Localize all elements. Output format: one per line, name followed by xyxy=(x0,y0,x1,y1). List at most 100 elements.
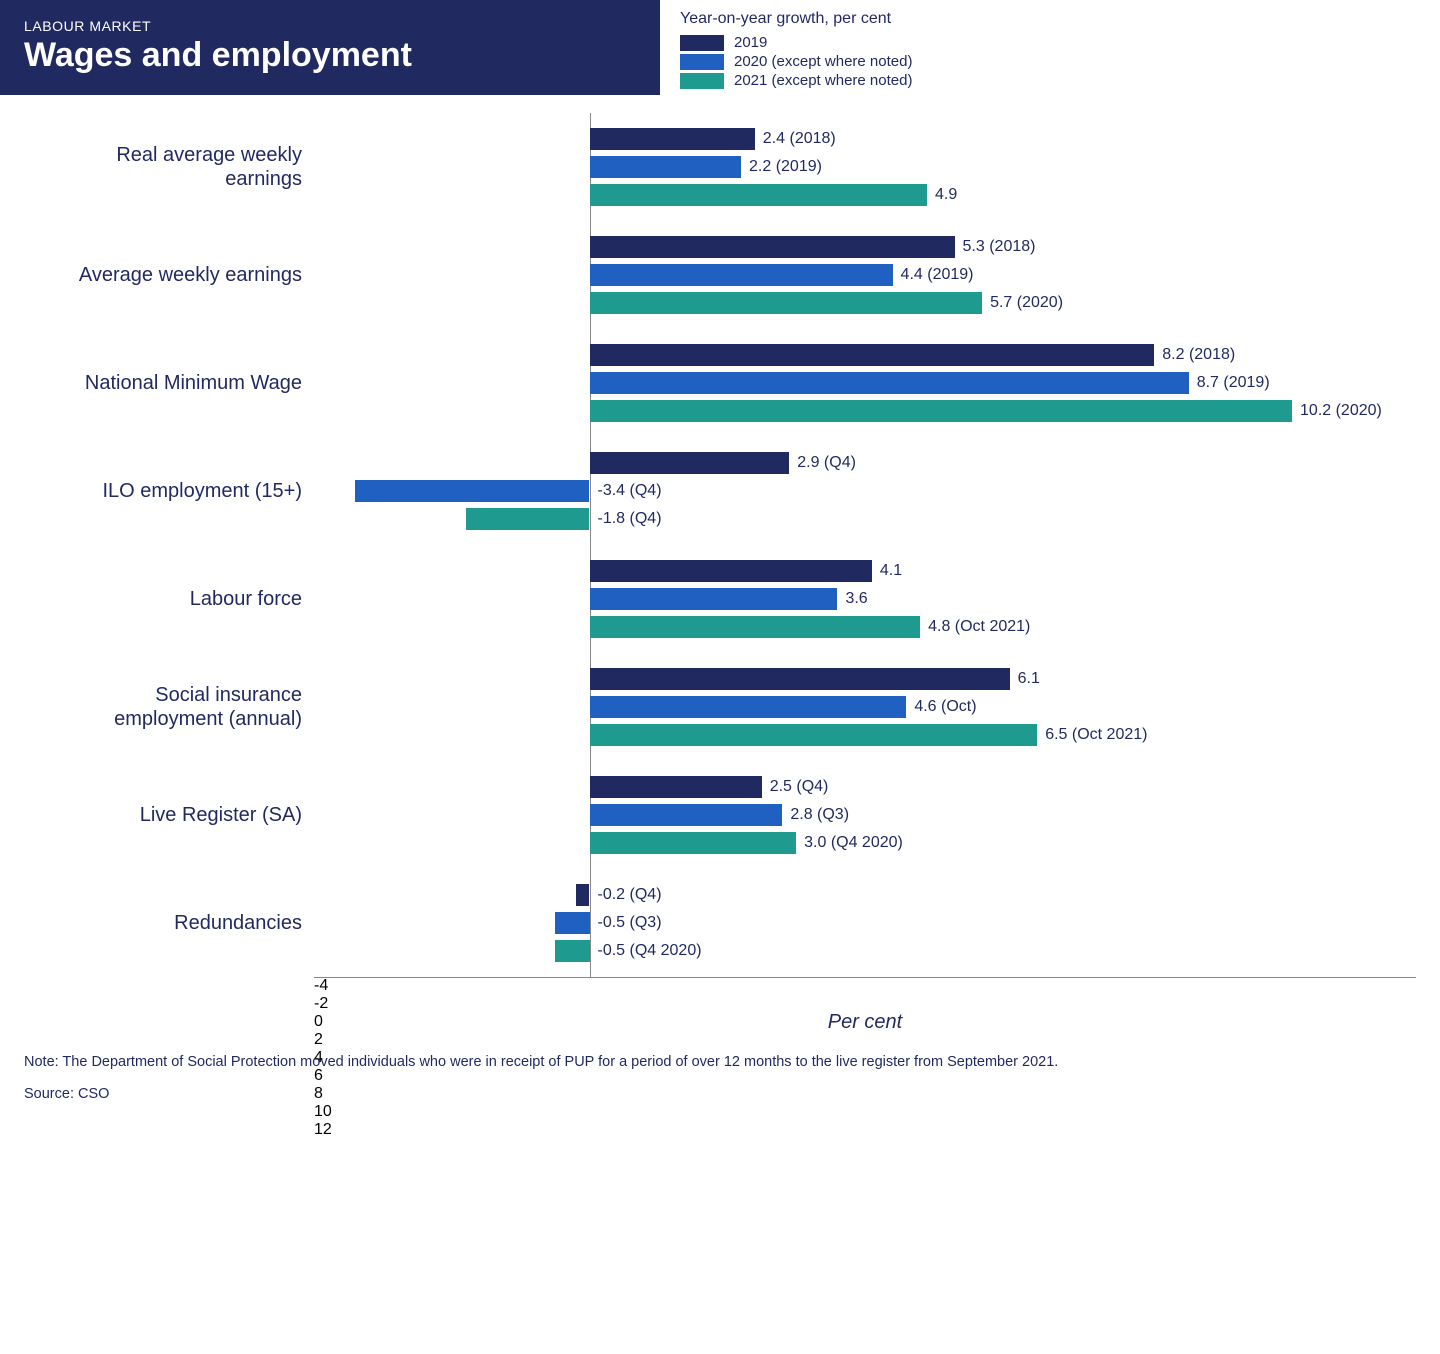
bar-row: -0.2 (Q4) xyxy=(314,881,1416,909)
legend-label: 2021 (except where noted) xyxy=(734,72,912,89)
bar-value: 2.5 (Q4) xyxy=(770,778,829,796)
bar xyxy=(576,884,590,906)
y-axis-column xyxy=(24,113,314,977)
bar-value: -1.8 (Q4) xyxy=(598,510,662,528)
bar xyxy=(555,940,589,962)
bar xyxy=(466,508,590,530)
bar-value: 10.2 (2020) xyxy=(1300,402,1382,420)
header-category: LABOUR MARKET xyxy=(24,18,636,34)
x-tick: 4 xyxy=(314,1049,1416,1067)
bar-group: National Minimum Wage8.2 (2018)8.7 (2019… xyxy=(314,329,1416,437)
bar xyxy=(590,156,742,178)
legend-label: 2020 (except where noted) xyxy=(734,53,912,70)
group-label: Labour force xyxy=(24,587,314,611)
bar-value: 4.9 xyxy=(935,186,957,204)
bar-value: 2.8 (Q3) xyxy=(790,806,849,824)
bar-row: 5.3 (2018) xyxy=(314,233,1416,261)
x-tick: 12 xyxy=(314,1121,1416,1139)
bar xyxy=(590,696,907,718)
bar-row: 4.1 xyxy=(314,557,1416,585)
bar-value: 8.7 (2019) xyxy=(1197,374,1270,392)
bar xyxy=(590,128,755,150)
group-label: ILO employment (15+) xyxy=(24,479,314,503)
bar-row: 4.6 (Oct) xyxy=(314,693,1416,721)
bar xyxy=(590,452,790,474)
bar-row: 3.0 (Q4 2020) xyxy=(314,829,1416,857)
group-label: Live Register (SA) xyxy=(24,803,314,827)
x-tick: 10 xyxy=(314,1103,1416,1121)
bar xyxy=(590,292,983,314)
bar xyxy=(590,724,1038,746)
bar-value: 6.1 xyxy=(1018,670,1040,688)
bar-row: 10.2 (2020) xyxy=(314,397,1416,425)
bar-row: 3.6 xyxy=(314,585,1416,613)
group-label: Average weekly earnings xyxy=(24,263,314,287)
bar-group: Live Register (SA)2.5 (Q4)2.8 (Q3)3.0 (Q… xyxy=(314,761,1416,869)
bar xyxy=(590,776,762,798)
bar xyxy=(590,668,1010,690)
bar-group: Redundancies-0.2 (Q4)-0.5 (Q3)-0.5 (Q4 2… xyxy=(314,869,1416,977)
bar-row: 2.9 (Q4) xyxy=(314,449,1416,477)
x-tick: 8 xyxy=(314,1085,1416,1103)
bar-value: 4.4 (2019) xyxy=(901,266,974,284)
bar-group: Labour force4.13.64.8 (Oct 2021) xyxy=(314,545,1416,653)
bar-row: 8.7 (2019) xyxy=(314,369,1416,397)
bar xyxy=(590,264,893,286)
bar-value: -0.5 (Q3) xyxy=(598,914,662,932)
bar xyxy=(590,560,872,582)
bar-value: 3.6 xyxy=(845,590,867,608)
group-label: Real average weeklyearnings xyxy=(24,143,314,191)
x-tick: 6 xyxy=(314,1067,1416,1085)
bar xyxy=(590,372,1189,394)
group-label: National Minimum Wage xyxy=(24,371,314,395)
header-left: LABOUR MARKET Wages and employment xyxy=(0,0,660,95)
chart-container: LABOUR MARKET Wages and employment Year-… xyxy=(0,0,1440,1130)
bar-row: 4.9 xyxy=(314,181,1416,209)
legend-swatch xyxy=(680,35,724,51)
bar-row: 5.7 (2020) xyxy=(314,289,1416,317)
bar-value: 4.1 xyxy=(880,562,902,580)
bar xyxy=(590,832,797,854)
bar-row: 8.2 (2018) xyxy=(314,341,1416,369)
header-subtitle: Year-on-year growth, per cent xyxy=(680,10,1416,28)
bar-value: 8.2 (2018) xyxy=(1162,346,1235,364)
bar-group: ILO employment (15+)2.9 (Q4)-3.4 (Q4)-1.… xyxy=(314,437,1416,545)
bar-value: 6.5 (Oct 2021) xyxy=(1045,726,1147,744)
header-right: Year-on-year growth, per cent 2019 2020 (… xyxy=(660,0,1440,95)
legend-swatch xyxy=(680,73,724,89)
chart-area: Real average weeklyearnings 2.4 (2018) 2.2… xyxy=(0,95,1440,1042)
x-tick: -4 xyxy=(314,977,1416,995)
bar-row: 6.1 xyxy=(314,665,1416,693)
bar xyxy=(590,236,955,258)
bar-group: Average weekly earnings5.3 (2018)4.4 (20… xyxy=(314,221,1416,329)
bar-value: 5.3 (2018) xyxy=(963,238,1036,256)
bar-value: -0.5 (Q4 2020) xyxy=(598,942,702,960)
bar-value: 2.4 (2018) xyxy=(763,130,836,148)
bar-row: 6.5 (Oct 2021) xyxy=(314,721,1416,749)
bar xyxy=(355,480,589,502)
legend: 2019 2020 (except where noted) 2021 (excep… xyxy=(680,34,1416,89)
x-axis: -4-2024681012 xyxy=(314,977,1416,1005)
bar-row: -0.5 (Q3) xyxy=(314,909,1416,937)
bar xyxy=(590,184,927,206)
legend-item: 2019 xyxy=(680,34,1416,51)
chart: Real average weeklyearnings 2.4 (2018) 2.2… xyxy=(24,113,1416,977)
bar-value: 4.8 (Oct 2021) xyxy=(928,618,1030,636)
bar-row: 4.8 (Oct 2021) xyxy=(314,613,1416,641)
group-label: Social insuranceemployment (annual) xyxy=(24,683,314,731)
bar-value: 2.9 (Q4) xyxy=(797,454,856,472)
legend-item: 2020 (except where noted) xyxy=(680,53,1416,70)
header: LABOUR MARKET Wages and employment Year-… xyxy=(0,0,1440,95)
bar-row: 2.4 (2018) xyxy=(314,125,1416,153)
bar-value: -3.4 (Q4) xyxy=(598,482,662,500)
x-tick: -2 xyxy=(314,995,1416,1013)
bar-value: 5.7 (2020) xyxy=(990,294,1063,312)
bar-group: Social insuranceemployment (annual)6.14.… xyxy=(314,653,1416,761)
bar-value: 4.6 (Oct) xyxy=(914,698,976,716)
bar-value: 2.2 (2019) xyxy=(749,158,822,176)
bar-row: 4.4 (2019) xyxy=(314,261,1416,289)
group-label: Redundancies xyxy=(24,911,314,935)
legend-swatch xyxy=(680,54,724,70)
bar xyxy=(555,912,589,934)
bar-row: -1.8 (Q4) xyxy=(314,505,1416,533)
